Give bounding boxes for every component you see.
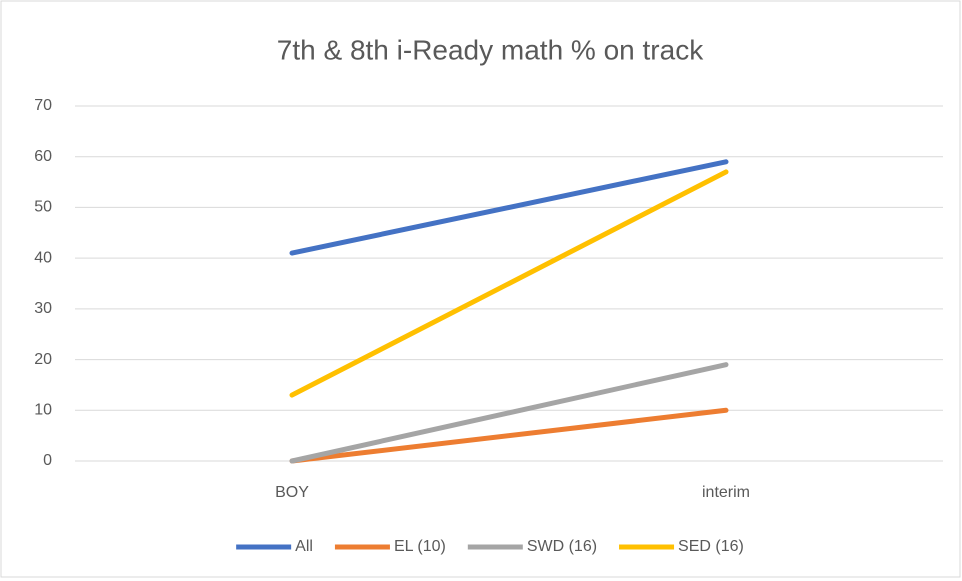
series-line xyxy=(289,169,729,398)
chart-title: 7th & 8th i-Ready math % on track xyxy=(277,34,704,65)
y-tick-label: 40 xyxy=(34,249,52,266)
legend-label: SWD (16) xyxy=(527,538,597,555)
x-tick-label: BOY xyxy=(275,484,309,501)
legend-label: EL (10) xyxy=(394,538,446,555)
y-tick-label: 10 xyxy=(34,402,52,419)
legend-label: All xyxy=(295,538,313,555)
x-tick-label: interim xyxy=(702,484,750,501)
series-line xyxy=(289,362,729,464)
y-tick-label: 0 xyxy=(43,452,52,469)
y-tick-label: 60 xyxy=(34,148,52,165)
legend-label: SED (16) xyxy=(678,538,744,555)
series-line xyxy=(289,407,729,464)
y-tick-label: 20 xyxy=(34,351,52,368)
y-tick-label: 50 xyxy=(34,199,52,216)
y-tick-label: 30 xyxy=(34,300,52,317)
series-line xyxy=(289,159,729,256)
y-tick-label: 70 xyxy=(34,97,52,114)
